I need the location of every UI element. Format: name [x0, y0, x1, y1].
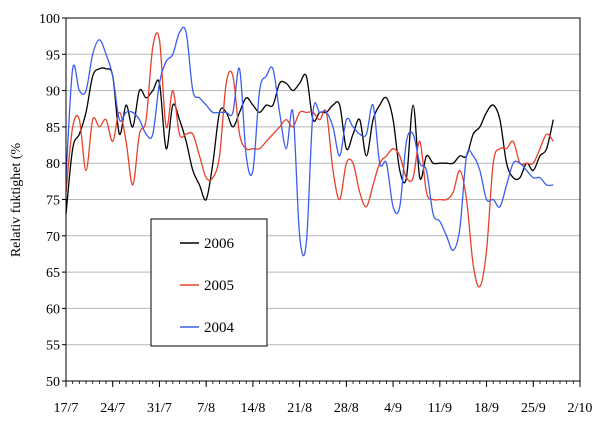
legend-label-2004: 2004	[204, 320, 235, 336]
y-tick-label: 55	[46, 339, 60, 354]
x-tick-label: 11/9	[428, 401, 452, 416]
legend: 2006 2005 2004	[150, 218, 268, 347]
x-tick-label: 25/9	[521, 401, 546, 416]
x-tick-label: 17/7	[54, 401, 79, 416]
series-lines	[65, 26, 554, 288]
x-tick-label: 28/8	[334, 401, 359, 416]
series-line-2004	[65, 26, 554, 257]
y-tick-label: 75	[46, 194, 60, 209]
series-line-2005	[65, 32, 554, 288]
y-tick-label: 100	[39, 12, 60, 27]
x-tick-label: 31/7	[147, 401, 172, 416]
x-tick-label: 24/7	[100, 401, 125, 416]
y-tick-label: 80	[46, 157, 60, 172]
y-tick-label: 60	[46, 302, 60, 317]
x-tick-label: 4/9	[384, 401, 402, 416]
x-tick-label: 7/8	[197, 401, 215, 416]
y-tick-label: 70	[46, 230, 60, 245]
y-tick-label: 90	[46, 85, 60, 100]
y-axis-ticks: 50 55 60 65 70 75 80 85 90 95 100	[39, 12, 66, 390]
y-tick-label: 95	[46, 48, 60, 63]
legend-label-2005: 2005	[204, 278, 234, 294]
x-tick-label: 18/9	[474, 401, 499, 416]
series-line-2006	[65, 67, 554, 215]
y-tick-label: 85	[46, 121, 60, 136]
plot-border	[65, 17, 581, 382]
x-axis-ticks: 17/7 24/7 31/7 7/8 14/8 21/8 28/8 4/9 11/9 18/9 25…	[54, 381, 593, 416]
legend-label-2006: 2006	[204, 236, 235, 252]
x-tick-label: 2/10	[568, 401, 593, 416]
y-tick-label: 50	[46, 375, 60, 390]
y-tick-label: 65	[46, 266, 60, 281]
x-tick-label: 14/8	[240, 401, 265, 416]
y-axis-title: Relativ fuktighet (%	[9, 143, 24, 258]
legend-box	[150, 218, 268, 347]
x-tick-label: 21/8	[287, 401, 312, 416]
